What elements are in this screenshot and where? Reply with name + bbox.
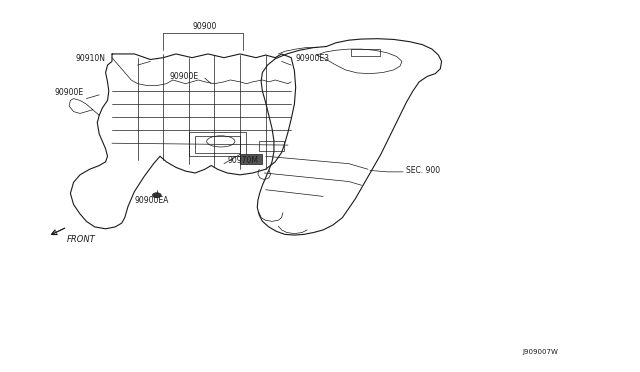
Text: J909007W: J909007W <box>523 349 559 355</box>
Bar <box>240 154 262 164</box>
Text: 90900: 90900 <box>193 22 217 31</box>
Text: 90900EA: 90900EA <box>134 196 169 205</box>
Bar <box>189 132 246 156</box>
Bar <box>259 141 284 151</box>
Bar <box>195 136 240 153</box>
Text: 90900E: 90900E <box>54 88 84 97</box>
Text: 90910N: 90910N <box>76 54 106 63</box>
Text: 90970M: 90970M <box>227 156 258 165</box>
Text: FRONT: FRONT <box>67 235 96 244</box>
Text: SEC. 900: SEC. 900 <box>406 166 440 175</box>
Text: 90900E: 90900E <box>170 72 199 81</box>
Text: 90900E3: 90900E3 <box>296 54 330 63</box>
Circle shape <box>152 193 161 198</box>
Bar <box>351 49 380 56</box>
